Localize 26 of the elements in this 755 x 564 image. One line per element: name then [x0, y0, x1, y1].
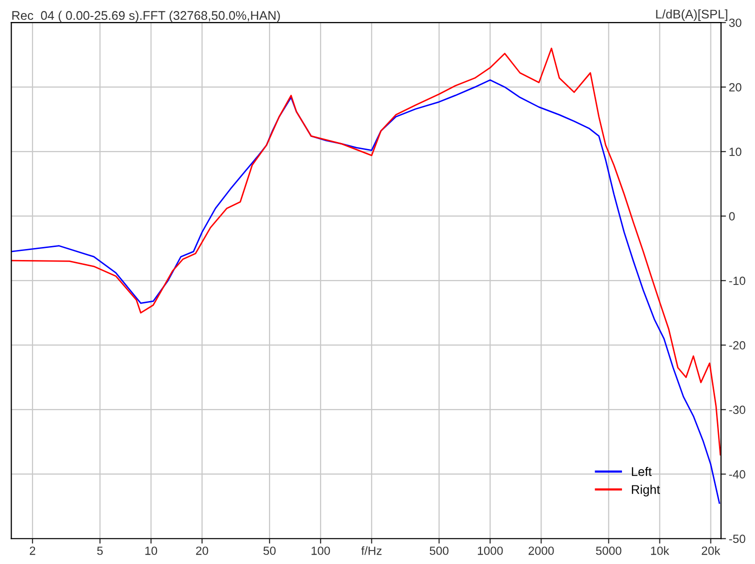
x-tick-label: 500	[430, 546, 448, 555]
y-tick-label: -10	[729, 276, 746, 285]
y-axis-title: L/dB(A)[SPL]	[656, 9, 728, 22]
y-tick-label: -50	[729, 534, 746, 544]
x-tick-label: 100	[312, 546, 330, 555]
x-tick-label: 2000	[528, 546, 554, 555]
x-tick-label: 10	[145, 546, 158, 555]
legend-label: Left	[632, 466, 652, 476]
y-tick-label: 30	[729, 18, 742, 27]
x-tick-label: 2	[30, 546, 36, 555]
chart-title: Rec 04 ( 0.00-25.69 s).FFT (32768,50.0%,HAN)	[12, 10, 280, 22]
y-tick-label: -40	[729, 470, 746, 479]
y-tick-label: 10	[730, 148, 742, 156]
x-tick-label: 5	[97, 546, 103, 555]
legend-label: Right	[632, 484, 660, 496]
x-tick-label: 5000	[596, 546, 622, 555]
x-tick-label: 50	[263, 546, 276, 555]
y-tick-label: 20	[729, 83, 742, 92]
x-tick-label: 10k	[651, 546, 670, 555]
x-tick-label: 1000	[478, 546, 503, 555]
y-tick-label: 0	[729, 212, 735, 220]
x-tick-label: f/Hz	[361, 546, 382, 555]
x-tick-label: 20	[196, 546, 208, 555]
x-tick-label: 20k	[702, 546, 720, 555]
y-tick-label: -20	[729, 341, 746, 350]
y-tick-label: -30	[729, 406, 746, 414]
